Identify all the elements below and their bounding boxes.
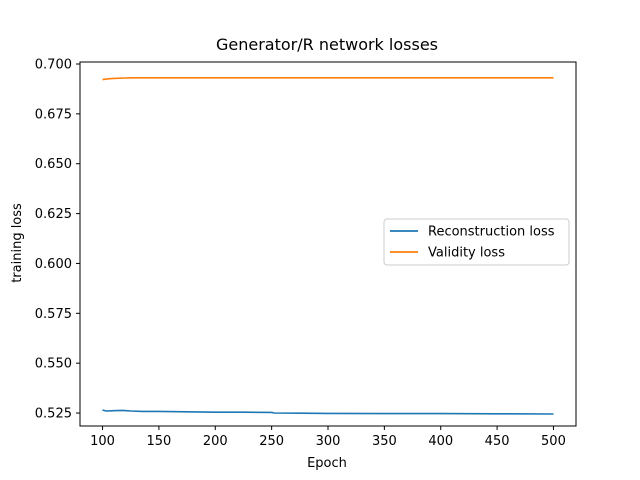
x-axis-label: Epoch [307,456,347,471]
x-tick-label: 150 [146,434,171,449]
legend: Reconstruction loss Validity loss [383,218,570,266]
chart-title: Generator/R network losses [216,35,438,54]
legend-label: Reconstruction loss [428,225,555,240]
y-tick-label: 0.575 [35,307,72,322]
legend-box [383,218,570,266]
y-tick-label: 0.700 [35,57,72,72]
x-tick-label: 300 [316,434,341,449]
series-line-reconstruction-loss [102,409,554,415]
y-tick-label: 0.550 [35,357,72,372]
x-tick-label: 100 [90,434,115,449]
x-tick-label: 350 [372,434,397,449]
y-tick-label: 0.625 [35,207,72,222]
x-tick-label: 400 [428,434,453,449]
x-tick-label: 450 [485,434,510,449]
y-tick-label: 0.650 [35,157,72,172]
y-tick-label: 0.600 [35,257,72,272]
x-tick-label: 250 [259,434,284,449]
y-axis-label: training loss [10,203,25,283]
x-tick-label: 500 [541,434,566,449]
legend-label: Validity loss [428,246,505,261]
series-layer [102,77,554,415]
y-tick-label: 0.525 [35,407,72,422]
series-line-validity-loss [102,77,554,81]
x-tick-label: 200 [203,434,228,449]
axes-layer: 100 150 200 250 300 350 400 450 500 0.525 0.550 0.5… [35,57,577,449]
y-tick-label: 0.675 [35,107,72,122]
